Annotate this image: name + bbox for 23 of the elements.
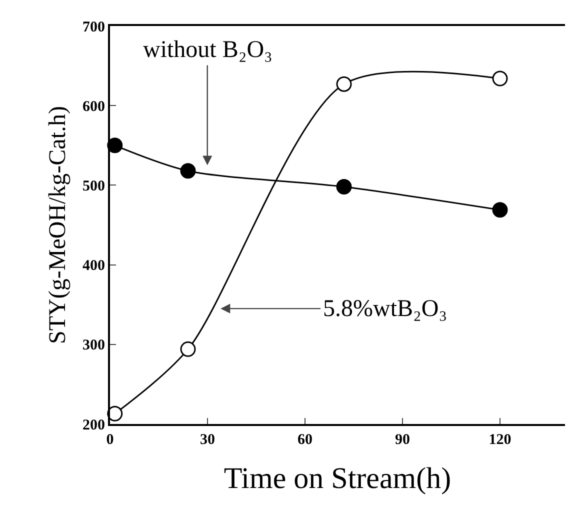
point	[180, 163, 196, 179]
y-tick-label: 300	[82, 338, 105, 354]
x-tick-label: 90	[395, 432, 410, 448]
x-tick-label: 0	[106, 432, 114, 448]
y-tick-label: 600	[82, 98, 105, 115]
annotation: without B₂O₃	[143, 37, 272, 63]
annotation: 5.8%wtB₂O₃	[323, 296, 448, 322]
y-tick-label: 700	[82, 19, 105, 36]
x-tick-label: 60	[298, 432, 312, 448]
x-tick-label: 30	[200, 432, 215, 448]
point	[492, 202, 508, 218]
y-axis-title: STY(g-MeOH/kg-Cat.h)	[45, 106, 72, 344]
y-tick-label: 400	[82, 258, 105, 274]
y-tick-label: 200	[82, 417, 105, 434]
point	[107, 138, 123, 154]
point	[336, 76, 352, 92]
point	[107, 406, 123, 422]
x-tick-label: 120	[488, 432, 512, 448]
point	[180, 341, 196, 357]
point	[336, 179, 352, 195]
point	[492, 70, 508, 86]
y-tick-label: 500	[82, 178, 105, 194]
x-axis-title: Time on Stream(h)	[224, 462, 452, 495]
